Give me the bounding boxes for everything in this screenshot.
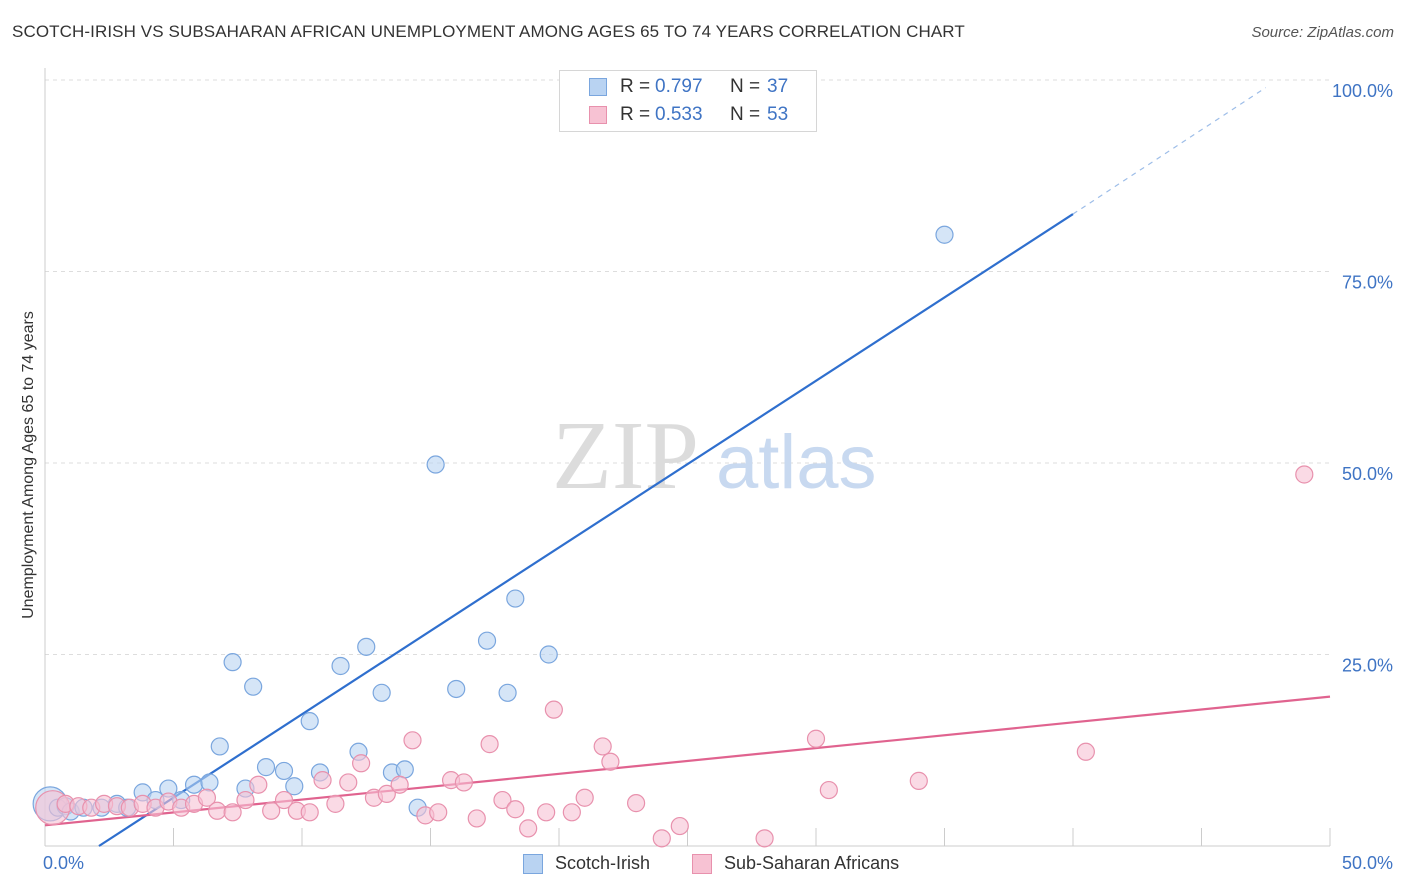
point-subsaharan [670, 816, 689, 836]
point-scotch-irish [244, 677, 263, 696]
point-scotch-irish [539, 645, 558, 664]
point-subsaharan [519, 819, 538, 838]
watermark-atlas: atlas [716, 420, 877, 505]
trend-line-subsaharan [44, 695, 1331, 827]
point-subsaharan [626, 794, 646, 813]
point-subsaharan [249, 775, 268, 794]
legend-n-label: N = [730, 104, 761, 125]
legend-r-label: R = [620, 76, 651, 97]
legend-n-value: 53 [767, 104, 789, 125]
legend-swatch-subsaharan [692, 854, 712, 874]
point-subsaharan [377, 784, 396, 804]
x-tick-label: 50.0% [1342, 853, 1393, 873]
point-subsaharan [1295, 465, 1314, 484]
point-subsaharan [755, 829, 774, 848]
point-scotch-irish [935, 225, 954, 244]
chart-title: SCOTCH-IRISH VS SUBSAHARAN AFRICAN UNEMP… [12, 22, 965, 41]
point-subsaharan [454, 773, 474, 792]
y-tick-label: 25.0% [1342, 656, 1393, 676]
legend-label-scotch-irish: Scotch-Irish [555, 853, 651, 873]
point-subsaharan [197, 788, 217, 807]
y-tick-label: 100.0% [1332, 81, 1393, 101]
tick-labels: 25.0% 50.0% 75.0% 100.0% 0.0% 50.0% [43, 81, 1393, 873]
legend-r-value: 0.797 [655, 76, 703, 97]
y-tick-label: 75.0% [1342, 273, 1393, 293]
point-scotch-irish [395, 760, 414, 779]
point-subsaharan [274, 790, 294, 810]
point-subsaharan [819, 780, 838, 800]
point-subsaharan [575, 788, 594, 807]
point-scotch-irish [274, 761, 294, 781]
legend-r-value: 0.533 [655, 104, 703, 125]
point-scotch-irish [223, 653, 242, 672]
trend-lines [44, 87, 1331, 847]
watermark: ZIP atlas [552, 402, 877, 510]
point-subsaharan [300, 803, 319, 822]
legend-n-value: 37 [767, 76, 789, 97]
data-points [32, 225, 1314, 848]
point-scotch-irish [285, 777, 304, 796]
point-scotch-irish [357, 637, 376, 656]
point-subsaharan [506, 800, 525, 819]
point-subsaharan [652, 829, 671, 848]
trend-line-scotch-irish [98, 213, 1074, 847]
point-subsaharan [429, 803, 448, 822]
grid-lines [45, 79, 1330, 655]
point-subsaharan [208, 801, 227, 820]
point-scotch-irish [477, 631, 497, 650]
legend-label-subsaharan: Sub-Saharan Africans [724, 853, 900, 873]
point-scotch-irish [256, 758, 276, 777]
point-subsaharan [544, 700, 563, 719]
legend-row-subsaharan: R = 0.533 N = 53 [560, 101, 816, 129]
point-subsaharan [601, 752, 620, 771]
point-subsaharan [909, 771, 928, 790]
point-scotch-irish [372, 683, 391, 702]
correlation-legend: R = 0.797 N = 37 R = 0.533 N = 53 [559, 70, 817, 132]
point-subsaharan [593, 737, 612, 756]
point-scotch-irish [498, 683, 517, 702]
point-subsaharan [339, 773, 358, 792]
point-subsaharan [352, 754, 371, 773]
point-scotch-irish [331, 656, 350, 676]
x-tick-label: 0.0% [43, 853, 84, 873]
axes [44, 68, 1331, 847]
point-subsaharan [313, 771, 332, 790]
legend-r-label: R = [620, 104, 651, 125]
legend-n-label: N = [730, 76, 761, 97]
point-scotch-irish [506, 589, 525, 608]
point-subsaharan [223, 803, 242, 822]
point-subsaharan [467, 809, 486, 828]
y-tick-label: 50.0% [1342, 464, 1393, 484]
legend-swatch-subsaharan [589, 106, 607, 124]
point-subsaharan [562, 803, 581, 822]
point-subsaharan [390, 775, 409, 794]
point-subsaharan [326, 794, 345, 813]
point-subsaharan [403, 731, 422, 750]
watermark-zip: ZIP [552, 402, 699, 510]
point-subsaharan [493, 790, 512, 810]
point-scotch-irish [184, 775, 204, 794]
point-scotch-irish [210, 737, 229, 756]
y-axis-label: Unemployment Among Ages 65 to 74 years [20, 311, 37, 619]
point-subsaharan [537, 803, 556, 822]
point-subsaharan [480, 735, 499, 754]
point-subsaharan [806, 729, 826, 748]
point-scotch-irish [200, 773, 219, 792]
point-scotch-irish [426, 455, 445, 474]
point-subsaharan [262, 801, 281, 820]
point-subsaharan [236, 790, 255, 810]
legend-swatch-scotch-irish [589, 78, 607, 96]
point-scotch-irish [447, 679, 466, 699]
source-credit: Source: ZipAtlas.com [1251, 24, 1394, 41]
legend-swatch-scotch-irish [523, 854, 543, 874]
trend-line-scotch-irish-extension [1072, 87, 1267, 215]
point-scotch-irish [300, 712, 319, 731]
legend-row-scotch-irish: R = 0.797 N = 37 [560, 73, 816, 101]
point-subsaharan [1076, 742, 1095, 761]
